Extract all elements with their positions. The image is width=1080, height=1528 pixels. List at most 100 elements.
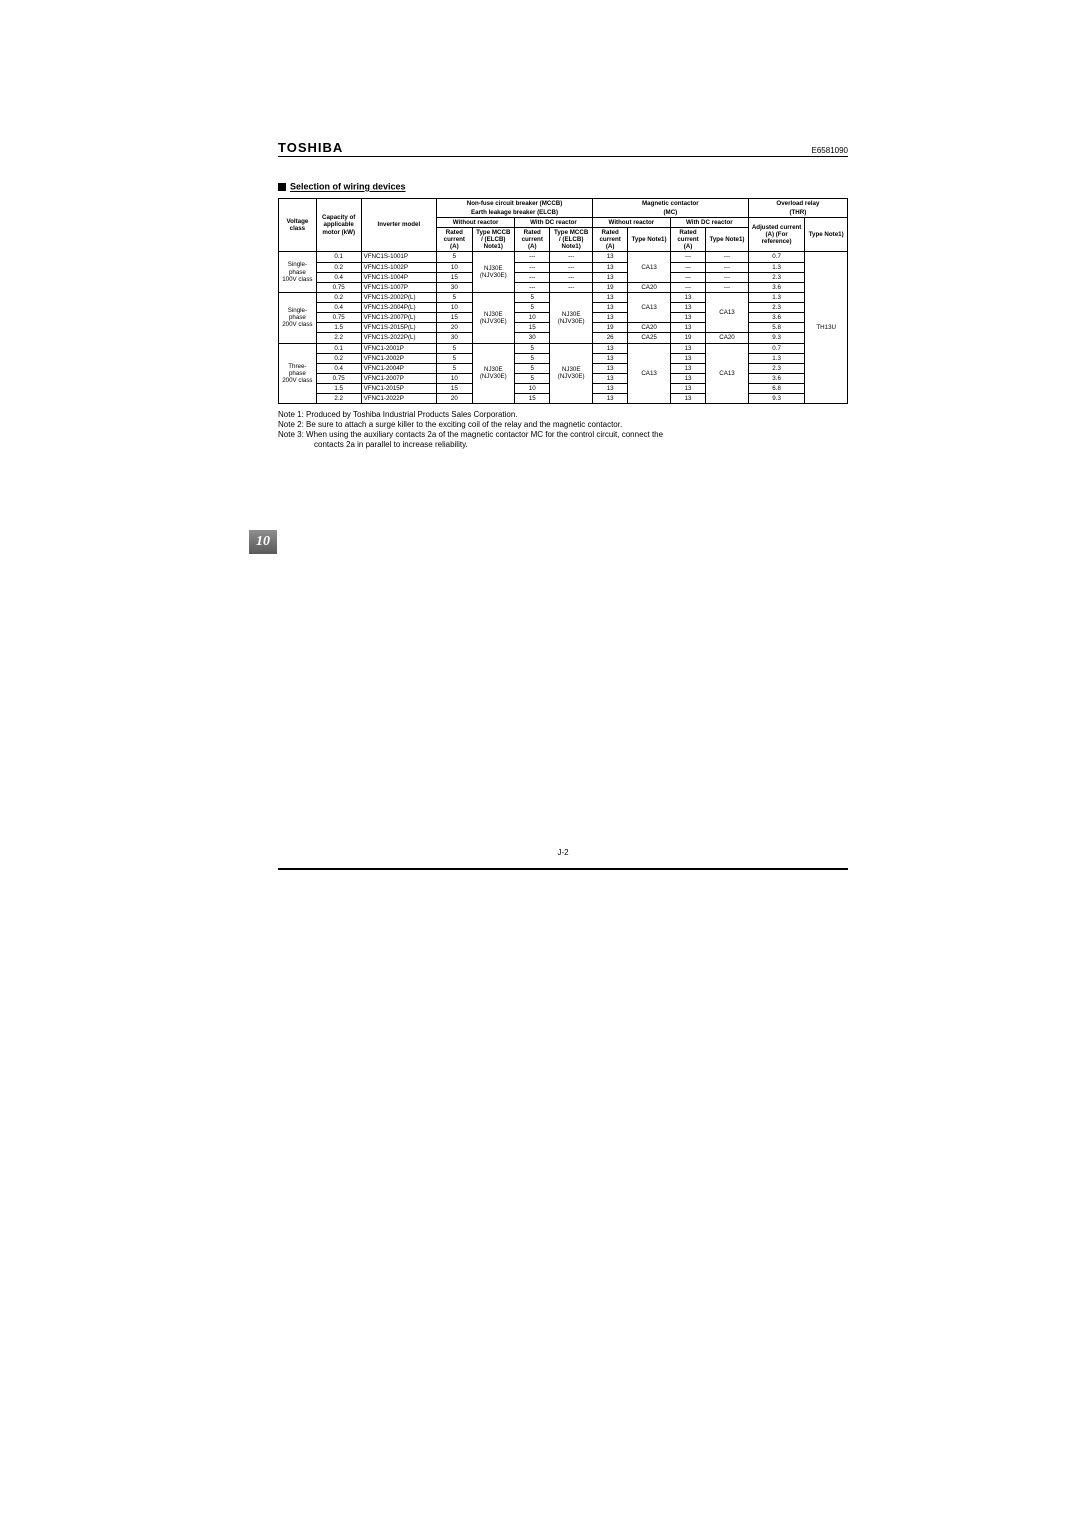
cell: NJ30E (NJV30E) — [550, 292, 593, 343]
th-or-sub: (THR) — [748, 208, 847, 218]
cell: 1.5 — [316, 384, 361, 394]
th-r2: Rated current (A) — [515, 228, 550, 252]
cell: 2.3 — [748, 363, 805, 373]
th-mc-sub: (MC) — [592, 208, 748, 218]
table-row: Single-phase 200V class 0.2VFNC1S-2002P(… — [279, 292, 848, 302]
vc-t200: Three-phase 200V class — [279, 343, 317, 404]
cell: 5 — [515, 363, 550, 373]
cell: 9.3 — [748, 394, 805, 404]
cell: --- — [670, 252, 705, 262]
cell: CA13 — [628, 292, 670, 322]
cell: 13 — [592, 343, 627, 353]
cell: CA13 — [706, 343, 749, 404]
th-t1: Type MCCB / (ELCB) Note1) — [472, 228, 514, 252]
cell: --- — [706, 272, 749, 282]
cell: 5 — [437, 353, 472, 363]
cell: 0.4 — [316, 363, 361, 373]
brand-logo: TOSHIBA — [278, 140, 343, 155]
bottom-rule — [278, 868, 848, 870]
cell: 3.6 — [748, 373, 805, 383]
cell: --- — [515, 282, 550, 292]
cell: VFNC1S-1004P — [361, 272, 437, 282]
cell: 10 — [437, 303, 472, 313]
cell: 13 — [592, 384, 627, 394]
page-content: TOSHIBA E6581090 Selection of wiring dev… — [278, 140, 848, 450]
cell: 0.75 — [316, 313, 361, 323]
cell: 30 — [515, 333, 550, 343]
cell: 13 — [670, 384, 705, 394]
th-mr1: Rated current (A) — [592, 228, 627, 252]
section-title-text: Selection of wiring devices — [290, 182, 406, 192]
cell: 1.3 — [748, 292, 805, 302]
cell: 5 — [515, 303, 550, 313]
cell: VFNC1-2007P — [361, 373, 437, 383]
cell: 5.8 — [748, 323, 805, 333]
cell: --- — [550, 282, 593, 292]
cell: 30 — [437, 282, 472, 292]
th-model: Inverter model — [361, 198, 437, 252]
cell: 0.75 — [316, 373, 361, 383]
cell: --- — [706, 252, 749, 262]
th-or-type: Type Note1) — [805, 217, 848, 252]
vc-s100: Single-phase 100V class — [279, 252, 317, 293]
cell: NJ30E (NJV30E) — [472, 292, 514, 343]
cell: 19 — [592, 323, 627, 333]
cell: 13 — [670, 313, 705, 323]
cell: CA20 — [628, 282, 670, 292]
cell: 5 — [437, 252, 472, 262]
cell: 2.3 — [748, 303, 805, 313]
page-number: J-2 — [278, 848, 848, 857]
cell: 13 — [592, 363, 627, 373]
cell: 3.6 — [748, 282, 805, 292]
cell: 2.2 — [316, 394, 361, 404]
th-mr2: Rated current (A) — [670, 228, 705, 252]
cell: 10 — [437, 262, 472, 272]
cell: 5 — [437, 363, 472, 373]
cell: 0.7 — [748, 343, 805, 353]
th-without-1: Without reactor — [437, 217, 515, 227]
cell: 2.2 — [316, 333, 361, 343]
note-3a: Note 3: When using the auxiliary contact… — [278, 430, 848, 440]
cell: 1.3 — [748, 353, 805, 363]
cell: --- — [515, 262, 550, 272]
cell: 13 — [670, 323, 705, 333]
cell: VFNC1-2001P — [361, 343, 437, 353]
cell: 5 — [515, 373, 550, 383]
cell: 30 — [437, 333, 472, 343]
cell: VFNC1S-1001P — [361, 252, 437, 262]
cell: VFNC1S-2022P(L) — [361, 333, 437, 343]
wiring-table: Voltage class Capacity of applicable mot… — [278, 198, 848, 405]
notes: Note 1: Produced by Toshiba Industrial P… — [278, 410, 848, 450]
note-2: Note 2: Be sure to attach a surge killer… — [278, 420, 848, 430]
cell: 3.6 — [748, 313, 805, 323]
cell: --- — [550, 272, 593, 282]
cell: CA13 — [628, 252, 670, 282]
cell: 0.1 — [316, 343, 361, 353]
cell: CA20 — [628, 323, 670, 333]
page-canvas: 10 TOSHIBA E6581090 Selection of wiring … — [0, 0, 1080, 1528]
note-3b: contacts 2a in parallel to increase reli… — [278, 440, 848, 450]
cell: 1.5 — [316, 323, 361, 333]
cell: 13 — [592, 353, 627, 363]
cell: 13 — [592, 394, 627, 404]
th-t2: Type MCCB / (ELCB) Note1) — [550, 228, 593, 252]
cell: 5 — [515, 353, 550, 363]
cell: --- — [515, 272, 550, 282]
cell: --- — [670, 272, 705, 282]
th-mt2: Type Note1) — [706, 228, 749, 252]
cell: 13 — [592, 292, 627, 302]
cell: 6.8 — [748, 384, 805, 394]
brand-bar: TOSHIBA E6581090 — [278, 140, 848, 157]
cell: 15 — [515, 394, 550, 404]
th-elcb: Earth leakage breaker (ELCB) — [437, 208, 593, 218]
cell: 19 — [670, 333, 705, 343]
cell: VFNC1-2022P — [361, 394, 437, 404]
cell: NJ30E (NJV30E) — [472, 343, 514, 404]
cell: 13 — [592, 252, 627, 262]
cell: VFNC1S-1002P — [361, 262, 437, 272]
cell: --- — [670, 262, 705, 272]
th-with-1: With DC reactor — [515, 217, 593, 227]
cell: 15 — [437, 313, 472, 323]
cell: NJ30E (NJV30E) — [472, 252, 514, 293]
th-mc: Magnetic contactor — [592, 198, 748, 208]
